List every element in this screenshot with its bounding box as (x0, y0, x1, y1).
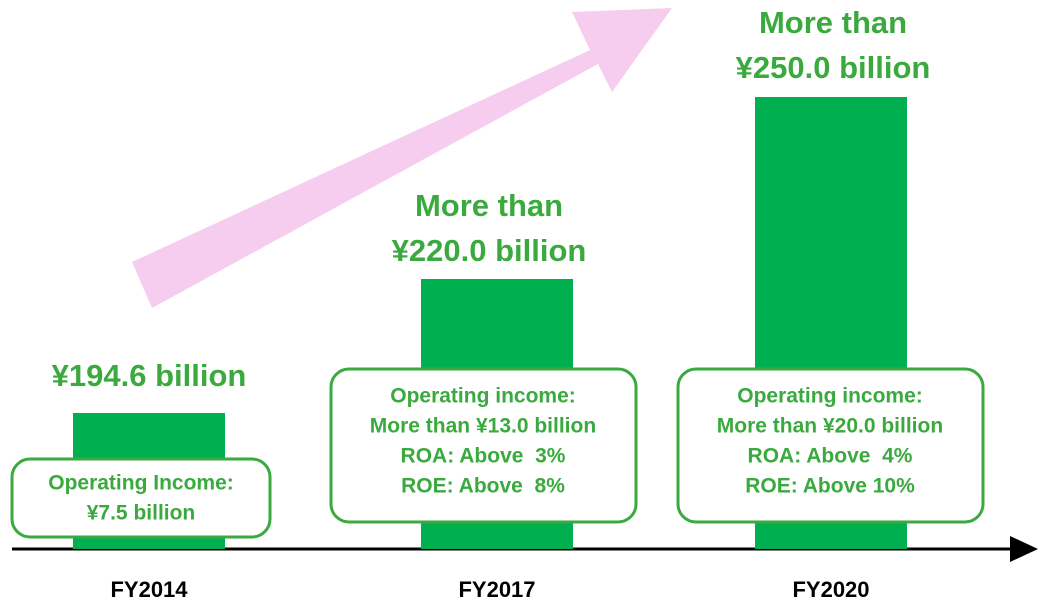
info-line: Operating income: (737, 385, 923, 408)
year-label: FY2014 (110, 577, 188, 602)
info-line: ROA: Above 4% (748, 445, 913, 468)
headline: ¥220.0 billion (392, 233, 587, 268)
info-line: ¥7.5 billion (87, 502, 196, 525)
info-box (676, 367, 985, 524)
headline: More than (415, 188, 563, 223)
info-box (10, 457, 272, 539)
info-line: ROE: Above 10% (745, 475, 915, 498)
axis-arrowhead (1010, 536, 1038, 562)
info-line: More than ¥13.0 billion (370, 415, 596, 438)
info-line: ROE: Above 8% (401, 475, 565, 498)
growth-arrow (132, 8, 672, 308)
year-label: FY2020 (792, 577, 869, 602)
headline: ¥250.0 billion (736, 50, 931, 85)
info-box (329, 367, 638, 524)
info-line: More than ¥20.0 billion (717, 415, 943, 438)
info-line: Operating Income: (48, 472, 234, 495)
info-line: ROA: Above 3% (401, 445, 566, 468)
info-line: Operating income: (390, 385, 576, 408)
headline: ¥194.6 billion (52, 358, 247, 393)
year-label: FY2017 (458, 577, 535, 602)
headline: More than (759, 5, 907, 40)
